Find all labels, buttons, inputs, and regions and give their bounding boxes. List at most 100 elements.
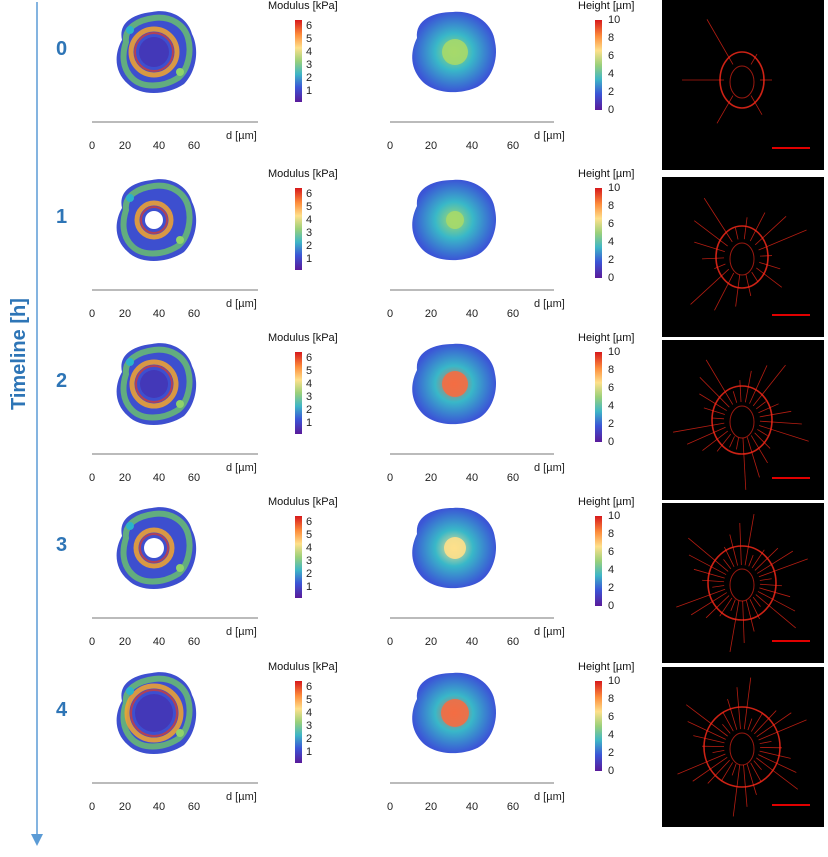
modulus-tick: 6 — [306, 20, 312, 32]
modulus-tick: 5 — [306, 694, 312, 706]
x-tick: 40 — [153, 801, 165, 813]
modulus-title: Modulus [kPa] — [268, 496, 338, 508]
height-tick: 4 — [608, 400, 614, 412]
height-tick: 10 — [608, 182, 620, 194]
x-tick: 40 — [466, 140, 478, 152]
x-tick: 0 — [89, 801, 95, 813]
x-tick: 0 — [387, 308, 393, 320]
modulus-tick: 5 — [306, 201, 312, 213]
height-tick: 0 — [608, 104, 614, 116]
time-label: 3 — [56, 534, 67, 557]
modulus-title: Modulus [kPa] — [268, 0, 338, 12]
modulus-tick: 4 — [306, 46, 312, 58]
modulus-tick: 3 — [306, 720, 312, 732]
height-map — [395, 170, 535, 270]
height-gradient — [595, 516, 602, 611]
height-tick: 8 — [608, 200, 614, 212]
modulus-x-axis: 0 20 40 60 d [µm] — [88, 450, 388, 490]
modulus-tick: 2 — [306, 404, 312, 416]
height-x-axis: 0 20 40 60 d [µm] — [386, 779, 686, 819]
axis-unit: d [µm] — [226, 298, 257, 310]
modulus-tick: 3 — [306, 59, 312, 71]
x-tick: 20 — [119, 472, 131, 484]
x-tick: 0 — [89, 308, 95, 320]
height-gradient — [595, 681, 602, 776]
x-tick: 20 — [119, 636, 131, 648]
x-tick: 20 — [119, 801, 131, 813]
x-tick: 0 — [387, 472, 393, 484]
modulus-tick: 5 — [306, 365, 312, 377]
modulus-gradient — [295, 20, 302, 107]
modulus-tick: 2 — [306, 568, 312, 580]
x-tick: 40 — [466, 636, 478, 648]
fluorescence-image — [662, 667, 824, 827]
x-tick: 60 — [507, 636, 519, 648]
fluorescence-image — [662, 0, 824, 170]
x-tick: 0 — [387, 801, 393, 813]
axis-unit: d [µm] — [226, 130, 257, 142]
modulus-map — [100, 334, 240, 434]
axis-unit: d [µm] — [534, 130, 565, 142]
axis-unit: d [µm] — [534, 462, 565, 474]
x-tick: 40 — [153, 636, 165, 648]
axis-unit: d [µm] — [534, 626, 565, 638]
x-tick: 0 — [387, 636, 393, 648]
modulus-title: Modulus [kPa] — [268, 168, 338, 180]
modulus-tick: 1 — [306, 85, 312, 97]
height-tick: 8 — [608, 693, 614, 705]
modulus-tick: 1 — [306, 417, 312, 429]
time-label: 4 — [56, 699, 67, 722]
modulus-tick: 6 — [306, 516, 312, 528]
fluorescence-image — [662, 177, 824, 337]
x-tick: 60 — [188, 308, 200, 320]
height-x-axis: 0 20 40 60 d [µm] — [386, 286, 686, 326]
x-tick: 40 — [153, 472, 165, 484]
x-tick: 60 — [507, 308, 519, 320]
height-gradient — [595, 20, 602, 115]
modulus-title: Modulus [kPa] — [268, 332, 338, 344]
modulus-tick: 4 — [306, 542, 312, 554]
height-tick: 10 — [608, 346, 620, 358]
height-tick: 10 — [608, 675, 620, 687]
height-tick: 6 — [608, 382, 614, 394]
modulus-x-axis: 0 20 40 60 d [µm] — [88, 118, 388, 158]
modulus-tick: 1 — [306, 581, 312, 593]
height-tick: 2 — [608, 747, 614, 759]
x-tick: 0 — [89, 636, 95, 648]
axis-unit: d [µm] — [534, 791, 565, 803]
height-tick: 2 — [608, 254, 614, 266]
x-tick: 20 — [119, 140, 131, 152]
x-tick: 60 — [188, 472, 200, 484]
modulus-tick: 3 — [306, 555, 312, 567]
x-tick: 60 — [188, 636, 200, 648]
height-tick: 6 — [608, 218, 614, 230]
x-tick: 60 — [188, 140, 200, 152]
height-title: Height [µm] — [578, 661, 634, 673]
x-tick: 20 — [425, 308, 437, 320]
x-tick: 20 — [425, 801, 437, 813]
modulus-x-axis: 0 20 40 60 d [µm] — [88, 779, 388, 819]
height-x-axis: 0 20 40 60 d [µm] — [386, 118, 686, 158]
height-map — [395, 334, 535, 434]
modulus-tick: 4 — [306, 214, 312, 226]
modulus-tick: 4 — [306, 378, 312, 390]
modulus-gradient — [295, 681, 302, 768]
x-tick: 40 — [153, 308, 165, 320]
time-label: 0 — [56, 38, 67, 61]
height-x-axis: 0 20 40 60 d [µm] — [386, 450, 686, 490]
height-tick: 6 — [608, 50, 614, 62]
modulus-gradient — [295, 188, 302, 275]
x-tick: 0 — [387, 140, 393, 152]
height-tick: 0 — [608, 272, 614, 284]
axis-unit: d [µm] — [226, 791, 257, 803]
modulus-tick: 6 — [306, 681, 312, 693]
modulus-tick: 5 — [306, 33, 312, 45]
height-tick: 8 — [608, 32, 614, 44]
x-tick: 0 — [89, 140, 95, 152]
x-tick: 60 — [188, 801, 200, 813]
x-tick: 40 — [466, 308, 478, 320]
height-tick: 4 — [608, 68, 614, 80]
